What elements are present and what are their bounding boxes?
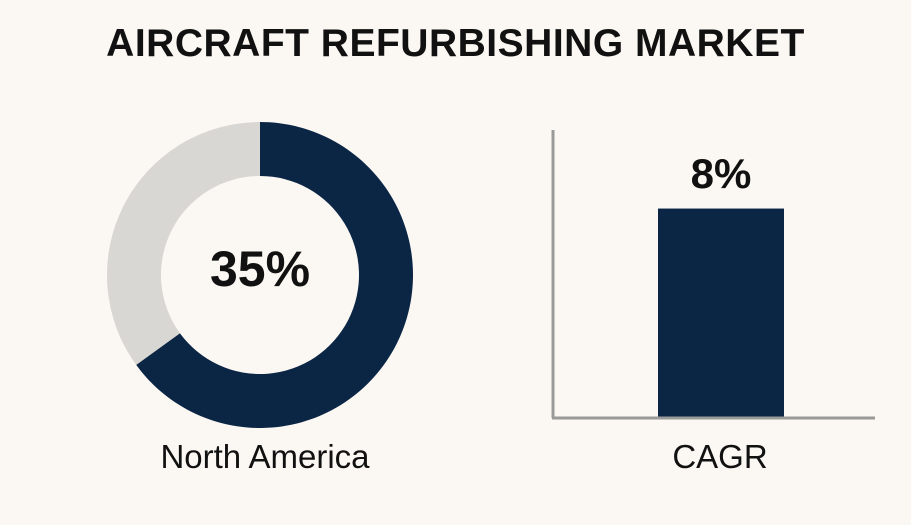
donut-slice-remainder	[107, 122, 260, 365]
bar-category-label: CAGR	[672, 438, 768, 475]
bar-data-label: 8%	[690, 150, 752, 197]
donut-category-label: North America	[160, 438, 370, 475]
donut-chart	[107, 122, 413, 429]
bar-chart	[551, 130, 875, 420]
donut-slice-main	[136, 122, 413, 429]
donut-center-label: 35%	[209, 241, 311, 297]
bar-cagr	[658, 208, 784, 418]
chart-title: AIRCRAFT REFURBISHING MARKET	[106, 22, 805, 65]
